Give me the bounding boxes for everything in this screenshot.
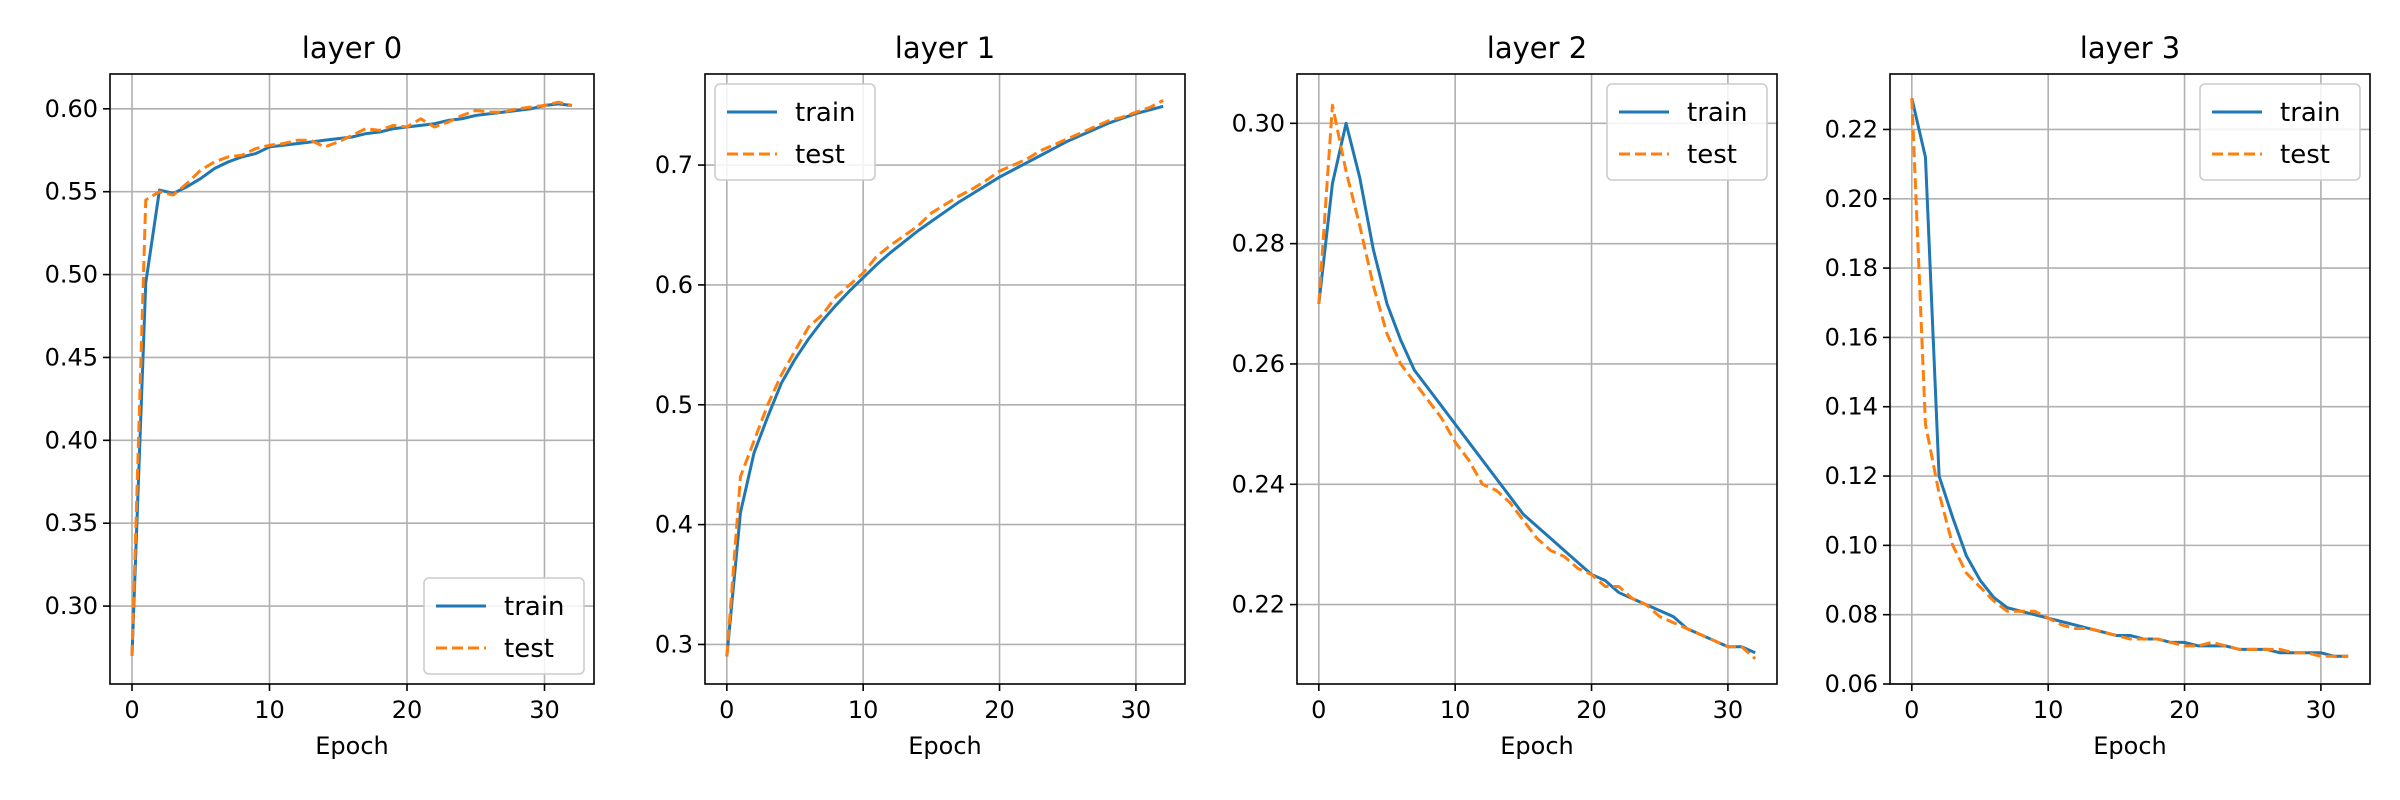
y-tick-label: 0.55 <box>45 178 98 206</box>
y-tick-label: 0.12 <box>1825 462 1878 490</box>
y-tick-label: 0.35 <box>45 509 98 537</box>
y-tick-label: 0.16 <box>1825 323 1878 351</box>
subplot-layer-2: 0 10 20 30 0.22 0.24 0.26 0.28 0.30 layer 2 Epoch t… <box>1232 31 1778 760</box>
x-tick-label: 0 <box>124 696 139 724</box>
y-tick-label: 0.60 <box>45 95 98 123</box>
legend-label-test: test <box>1687 140 1737 170</box>
y-tick-label: 0.26 <box>1232 350 1285 378</box>
y-tick-label: 0.18 <box>1825 254 1878 282</box>
x-tick-label: 30 <box>1121 696 1152 724</box>
legend: train test <box>714 83 876 181</box>
axes-frame <box>1889 73 2371 685</box>
y-tick-label: 0.28 <box>1232 230 1285 258</box>
chart-title: layer 2 <box>1487 31 1587 65</box>
subplot-layer-3: 0 10 20 30 0.06 0.08 0.10 0.12 0.14 0.16 0.18 0.20 0… <box>1825 31 2371 760</box>
y-tick-label: 0.30 <box>45 592 98 620</box>
legend-box <box>423 577 585 675</box>
x-axis-label: Epoch <box>2093 732 2167 760</box>
series-line-test <box>1317 103 1757 660</box>
chart-title: layer 0 <box>302 31 402 65</box>
legend-label-train: train <box>1687 98 1748 128</box>
y-tick-label: 0.22 <box>1232 591 1285 619</box>
x-axis-label: Epoch <box>908 732 982 760</box>
series-line-train <box>130 102 573 656</box>
legend-box <box>2199 83 2361 181</box>
series-line-train <box>1910 97 2349 658</box>
y-tick-label: 0.5 <box>655 391 693 419</box>
y-tick-label: 0.7 <box>655 151 693 179</box>
y-tick-label: 0.30 <box>1232 109 1285 137</box>
y-tick-label: 0.40 <box>45 426 98 454</box>
x-tick-label: 10 <box>848 696 879 724</box>
series-line-test <box>1910 98 2349 658</box>
axes-frame <box>704 73 1186 685</box>
chart-title: layer 3 <box>2080 31 2180 65</box>
series-line-train <box>725 104 1164 657</box>
x-tick-label: 20 <box>984 696 1015 724</box>
chart-title: layer 1 <box>895 31 995 65</box>
y-tick-label: 0.14 <box>1825 393 1878 421</box>
x-tick-label: 20 <box>1576 696 1607 724</box>
x-tick-label: 10 <box>1440 696 1471 724</box>
x-tick-label: 20 <box>392 696 423 724</box>
x-axis-label: Epoch <box>1500 732 1574 760</box>
axes-frame <box>1296 73 1778 685</box>
y-tick-label: 0.08 <box>1825 601 1878 629</box>
y-tick-label: 0.50 <box>45 261 98 289</box>
legend-label-train: train <box>504 592 565 622</box>
legend-label-train: train <box>795 98 856 128</box>
legend-label-test: test <box>504 634 554 664</box>
y-tick-label: 0.3 <box>655 630 693 658</box>
x-tick-label: 10 <box>2033 696 2064 724</box>
y-tick-label: 0.22 <box>1825 115 1878 143</box>
legend-box <box>1606 83 1768 181</box>
y-tick-label: 0.20 <box>1825 185 1878 213</box>
x-tick-label: 0 <box>1311 696 1326 724</box>
y-tick-label: 0.10 <box>1825 531 1878 559</box>
y-tick-label: 0.06 <box>1825 670 1878 698</box>
legend: train test <box>423 577 585 675</box>
y-tick-label: 0.6 <box>655 271 693 299</box>
x-tick-label: 30 <box>1713 696 1744 724</box>
x-tick-label: 10 <box>254 696 285 724</box>
legend-box <box>714 83 876 181</box>
x-tick-label: 30 <box>529 696 560 724</box>
legend: train test <box>1606 83 1768 181</box>
x-tick-label: 0 <box>1904 696 1919 724</box>
x-tick-label: 0 <box>719 696 734 724</box>
y-tick-label: 0.4 <box>655 511 693 539</box>
legend-label-test: test <box>2280 140 2330 170</box>
x-tick-label: 30 <box>2306 696 2337 724</box>
y-tick-label: 0.45 <box>45 343 98 371</box>
series-line-test <box>130 100 573 656</box>
series-line-train <box>1317 121 1756 655</box>
x-tick-label: 20 <box>2169 696 2200 724</box>
legend-label-train: train <box>2280 98 2341 128</box>
legend: train test <box>2199 83 2361 181</box>
y-tick-label: 0.24 <box>1232 470 1285 498</box>
legend-label-test: test <box>795 140 845 170</box>
x-axis-label: Epoch <box>315 732 389 760</box>
axes-frame <box>109 73 595 685</box>
subplot-layer-0: 0 10 20 30 0.30 0.35 0.40 0.45 0.50 0.55 0.60 layer… <box>45 31 595 760</box>
series-line-test <box>725 99 1164 657</box>
